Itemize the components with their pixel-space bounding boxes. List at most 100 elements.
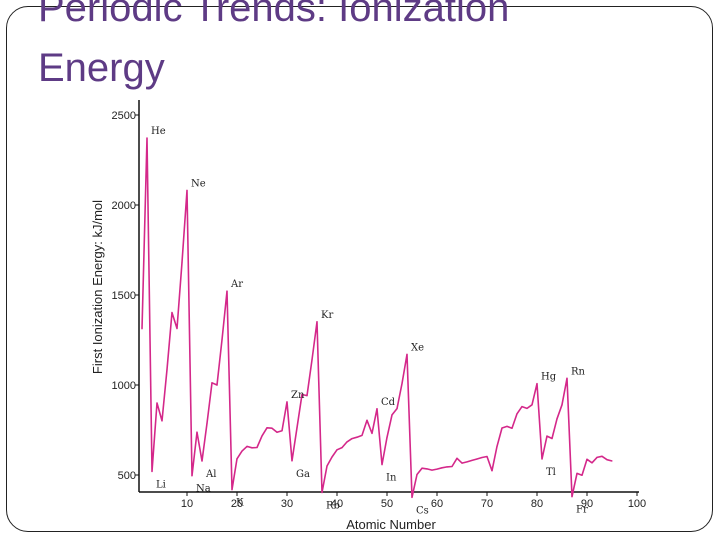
data-point <box>141 328 143 330</box>
data-point <box>391 414 393 416</box>
data-point <box>486 455 488 458</box>
data-point <box>211 382 213 384</box>
data-point <box>451 465 453 468</box>
element-label: Kr <box>321 310 333 321</box>
data-point <box>146 137 148 139</box>
data-point <box>251 447 253 449</box>
data-point <box>471 459 473 462</box>
data-point <box>336 449 338 451</box>
data-point <box>571 496 573 498</box>
data-point <box>161 420 163 422</box>
data-point <box>511 427 513 429</box>
data-point <box>386 436 388 438</box>
y-tick-label: 2000 <box>112 200 136 212</box>
data-point <box>321 491 323 494</box>
element-label: Rb <box>326 500 340 511</box>
y-tick-label: 2500 <box>112 110 136 122</box>
element-label: Na <box>196 484 211 495</box>
element-label: Tl <box>546 467 556 478</box>
element-label: Zn <box>291 390 305 401</box>
data-point <box>316 321 318 323</box>
data-point <box>266 427 268 429</box>
data-point <box>166 368 168 371</box>
data-point <box>206 422 208 424</box>
data-point <box>441 467 443 469</box>
data-point <box>286 401 288 403</box>
data-point <box>311 359 313 361</box>
x-tick-label: 100 <box>628 498 646 510</box>
slide-frame <box>6 6 713 532</box>
data-point <box>291 460 293 462</box>
data-point <box>176 327 178 330</box>
data-point <box>296 427 298 429</box>
data-point <box>171 312 173 314</box>
data-point <box>606 459 608 461</box>
data-point <box>551 437 553 440</box>
data-point <box>581 474 583 476</box>
data-point <box>476 458 478 460</box>
data-point <box>236 458 238 460</box>
data-point <box>521 406 523 408</box>
data-point <box>431 469 433 471</box>
element-label: Cd <box>381 397 396 408</box>
y-axis-title: First Ionization Energy: kJ/mol <box>90 200 105 374</box>
data-point <box>261 435 263 437</box>
data-point <box>341 447 343 449</box>
data-point <box>421 467 423 469</box>
data-point <box>461 462 463 464</box>
data-point <box>256 446 258 449</box>
data-point <box>526 407 528 409</box>
data-point <box>156 402 158 404</box>
element-label: Rn <box>571 366 586 377</box>
data-point <box>281 430 283 432</box>
element-label: Fr <box>576 505 588 516</box>
data-point <box>411 496 413 498</box>
x-tick-label: 80 <box>531 498 543 510</box>
data-point <box>506 425 508 427</box>
data-point <box>446 466 448 468</box>
x-axis-title: Atomic Number <box>346 517 436 532</box>
data-point <box>611 460 613 462</box>
data-point <box>326 465 328 467</box>
series-line <box>141 137 613 499</box>
data-point <box>561 404 563 406</box>
data-point <box>276 431 278 433</box>
x-tick-label: 70 <box>481 498 493 510</box>
data-point <box>346 441 348 443</box>
data-point <box>361 434 363 436</box>
element-label: Hg <box>541 372 557 383</box>
x-tick-label: 30 <box>281 498 293 510</box>
x-tick-label: 10 <box>181 498 193 510</box>
x-tick-label: 60 <box>431 498 443 510</box>
element-label: Ga <box>296 469 310 480</box>
data-point <box>401 382 403 385</box>
data-point <box>426 468 428 470</box>
data-point <box>151 470 153 472</box>
data-point <box>396 407 398 410</box>
data-point <box>456 457 458 459</box>
data-point <box>501 427 503 429</box>
x-tick-label: 50 <box>381 498 393 510</box>
y-tick-label: 1500 <box>112 290 136 302</box>
data-point <box>331 456 333 458</box>
data-point <box>241 450 243 452</box>
data-point <box>371 432 373 435</box>
x-tick-label: 40 <box>331 498 343 510</box>
data-point <box>531 404 533 406</box>
data-point <box>436 468 438 470</box>
data-point <box>271 427 273 429</box>
element-label: Ar <box>230 279 243 290</box>
data-point <box>301 393 303 396</box>
data-point <box>181 261 183 264</box>
data-point <box>601 455 603 457</box>
chart-axes <box>138 100 639 493</box>
data-point <box>186 189 188 192</box>
data-point <box>491 470 493 472</box>
slide-title-line1: Periodic Trends: Ionization <box>38 0 510 30</box>
y-tick-label: 500 <box>118 470 136 482</box>
element-label: Li <box>156 479 166 490</box>
data-point <box>351 438 353 440</box>
element-label: K <box>236 498 244 509</box>
data-point <box>576 472 578 474</box>
